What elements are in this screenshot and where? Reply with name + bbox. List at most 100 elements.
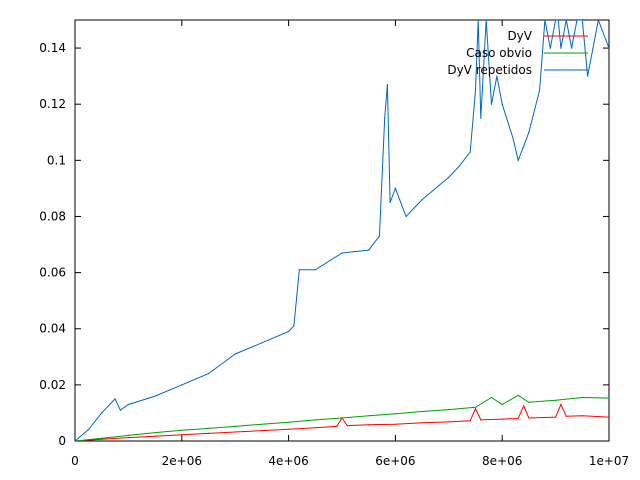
x-axis: 0 2e+06 4e+06 6e+06 8e+06 1e+07 <box>71 20 629 468</box>
data-point <box>405 215 407 218</box>
data-point <box>555 20 557 21</box>
data-point <box>154 395 156 397</box>
data-point <box>571 47 573 49</box>
data-point <box>207 373 210 375</box>
data-point <box>477 20 479 21</box>
data-point <box>389 201 391 203</box>
data-point <box>394 187 396 189</box>
data-point <box>512 137 514 139</box>
y-tick-label: 0 <box>58 434 66 448</box>
data-point <box>560 403 562 406</box>
data-point <box>394 423 396 425</box>
y-axis: 0 0.02 0.04 0.06 0.08 0.1 0.12 0.14 <box>39 41 609 448</box>
data-point <box>480 117 482 119</box>
data-point <box>314 419 316 421</box>
y-tick-label: 0.04 <box>39 322 66 336</box>
data-point <box>386 84 388 86</box>
y-tick-label: 0.1 <box>47 153 66 167</box>
data-point <box>114 398 116 400</box>
data-point <box>207 427 210 429</box>
data-point <box>517 394 519 396</box>
data-point <box>474 89 477 91</box>
data-point <box>154 435 156 437</box>
data-point <box>528 401 530 403</box>
data-point <box>458 165 461 167</box>
data-point <box>501 418 503 420</box>
data-point <box>119 409 121 411</box>
data-point <box>314 269 316 271</box>
data-point <box>555 399 557 401</box>
series-dyv-repetidos <box>75 20 609 441</box>
data-point <box>384 117 386 119</box>
data-point <box>557 20 559 21</box>
data-point <box>608 47 609 49</box>
x-tick-label: 1e+07 <box>589 454 629 468</box>
data-point <box>480 419 482 421</box>
plot-border <box>74 19 610 442</box>
data-point <box>581 415 583 417</box>
y-tick-label: 0.08 <box>39 209 66 223</box>
data-point <box>394 413 396 415</box>
data-point <box>587 75 589 77</box>
x-tick-label: 2e+06 <box>162 454 202 468</box>
data-point <box>234 353 236 355</box>
data-point <box>368 249 370 251</box>
data-point <box>181 434 183 436</box>
data-point <box>127 434 129 436</box>
data-point <box>576 20 578 21</box>
data-point <box>490 396 493 399</box>
data-point <box>87 429 89 431</box>
data-point <box>528 131 530 133</box>
data-point <box>341 252 343 254</box>
data-point <box>469 151 471 153</box>
legend-label: DyV repetidos <box>447 63 532 77</box>
data-point <box>293 325 295 327</box>
y-tick-label: 0.14 <box>39 41 66 55</box>
x-tick-label: 8e+06 <box>482 454 522 468</box>
x-tick-label: 6e+06 <box>375 454 415 468</box>
series-line <box>75 403 609 441</box>
data-point <box>490 103 493 105</box>
data-point <box>368 424 370 426</box>
data-point <box>421 410 423 413</box>
data-point <box>181 384 183 386</box>
data-point <box>517 417 519 420</box>
data-point <box>448 409 450 411</box>
data-point <box>127 403 129 406</box>
data-point <box>288 330 290 333</box>
data-point <box>549 47 551 49</box>
series-dyv <box>75 403 609 441</box>
data-point <box>368 415 370 417</box>
data-point <box>608 397 609 399</box>
y-tick-label: 0.06 <box>39 266 66 280</box>
data-point <box>501 403 503 406</box>
data-point <box>539 89 541 91</box>
data-point <box>448 421 450 423</box>
data-point <box>581 20 583 21</box>
data-point <box>261 342 263 344</box>
series-line <box>75 20 609 441</box>
data-point <box>101 438 103 440</box>
y-tick-label: 0.02 <box>39 378 66 392</box>
data-point <box>523 145 525 147</box>
data-point <box>207 432 210 434</box>
data-point <box>234 425 236 427</box>
data-point <box>421 422 423 424</box>
data-point <box>448 176 450 178</box>
data-point <box>485 20 487 21</box>
data-point <box>154 432 156 434</box>
data-point <box>288 421 290 423</box>
data-point <box>560 47 562 49</box>
data-point <box>234 431 236 433</box>
data-point <box>346 425 348 427</box>
data-point <box>528 417 530 419</box>
legend-label: Caso obvio <box>466 46 532 60</box>
legend-label: DyV <box>507 29 532 43</box>
data-point <box>565 415 567 417</box>
data-point <box>101 437 103 439</box>
data-point <box>261 423 263 425</box>
data-point <box>378 235 380 237</box>
data-point <box>474 406 477 408</box>
series-layer <box>75 20 609 441</box>
